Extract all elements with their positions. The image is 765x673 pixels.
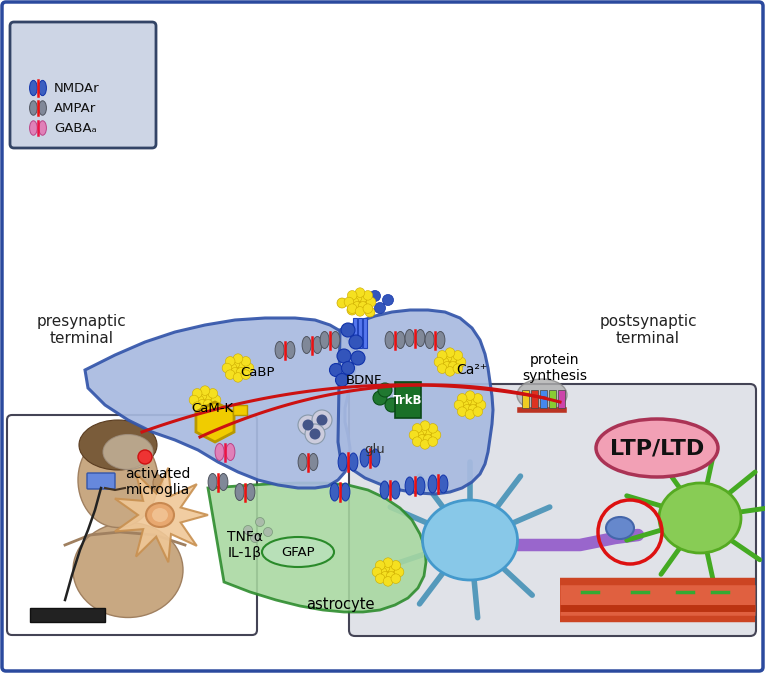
Ellipse shape xyxy=(330,483,339,501)
Circle shape xyxy=(256,518,265,526)
Ellipse shape xyxy=(30,101,37,115)
Ellipse shape xyxy=(380,481,389,499)
Circle shape xyxy=(241,370,251,380)
Ellipse shape xyxy=(439,475,448,493)
Text: Ca²⁺: Ca²⁺ xyxy=(457,363,487,377)
Circle shape xyxy=(211,395,221,404)
Ellipse shape xyxy=(78,433,158,528)
Text: activated
microglia: activated microglia xyxy=(125,467,190,497)
Circle shape xyxy=(349,335,363,349)
Circle shape xyxy=(305,424,325,444)
Circle shape xyxy=(363,304,373,314)
Circle shape xyxy=(456,357,466,367)
Ellipse shape xyxy=(425,332,434,349)
Ellipse shape xyxy=(286,341,295,359)
Text: presynaptic
terminal: presynaptic terminal xyxy=(37,314,127,346)
Circle shape xyxy=(263,528,272,536)
Circle shape xyxy=(462,404,472,414)
Ellipse shape xyxy=(146,503,174,527)
Ellipse shape xyxy=(385,332,394,349)
Circle shape xyxy=(363,291,373,300)
Circle shape xyxy=(372,567,382,577)
Circle shape xyxy=(448,361,457,371)
Polygon shape xyxy=(115,468,208,562)
Circle shape xyxy=(208,388,217,398)
Circle shape xyxy=(420,430,430,439)
Circle shape xyxy=(468,396,478,405)
Circle shape xyxy=(391,574,401,583)
Circle shape xyxy=(355,307,365,316)
Circle shape xyxy=(352,302,362,311)
Ellipse shape xyxy=(73,522,183,618)
Ellipse shape xyxy=(428,475,437,493)
Circle shape xyxy=(241,357,251,366)
Circle shape xyxy=(330,363,343,376)
Text: AMPAr: AMPAr xyxy=(54,102,96,114)
Circle shape xyxy=(222,363,232,373)
Circle shape xyxy=(477,400,486,410)
Text: CaM-K: CaM-K xyxy=(191,402,233,415)
Circle shape xyxy=(347,305,357,315)
Ellipse shape xyxy=(262,537,334,567)
Ellipse shape xyxy=(39,101,47,115)
Circle shape xyxy=(473,394,483,403)
Circle shape xyxy=(468,404,478,414)
Ellipse shape xyxy=(246,483,255,501)
Bar xyxy=(358,318,362,348)
Circle shape xyxy=(445,367,455,376)
Bar xyxy=(395,382,421,418)
Ellipse shape xyxy=(313,336,322,353)
Circle shape xyxy=(448,353,457,363)
Circle shape xyxy=(233,354,243,363)
Bar xyxy=(558,390,565,408)
Text: protein
synthesis: protein synthesis xyxy=(522,353,588,383)
Circle shape xyxy=(365,307,375,317)
Circle shape xyxy=(208,402,217,411)
Circle shape xyxy=(386,571,396,581)
Circle shape xyxy=(310,429,321,439)
Ellipse shape xyxy=(235,483,244,501)
Text: GFAP: GFAP xyxy=(282,546,315,559)
Circle shape xyxy=(376,574,385,583)
Polygon shape xyxy=(196,402,234,442)
FancyBboxPatch shape xyxy=(10,22,156,148)
Circle shape xyxy=(347,291,357,300)
Ellipse shape xyxy=(396,332,405,349)
Text: postsynaptic
terminal: postsynaptic terminal xyxy=(599,314,697,346)
Ellipse shape xyxy=(208,474,217,491)
Ellipse shape xyxy=(338,453,347,471)
Circle shape xyxy=(366,297,376,307)
Ellipse shape xyxy=(331,332,340,349)
Bar xyxy=(522,390,529,408)
Circle shape xyxy=(227,363,237,373)
Circle shape xyxy=(420,421,430,431)
Circle shape xyxy=(438,364,447,374)
Circle shape xyxy=(230,367,239,377)
Bar xyxy=(363,318,367,348)
Text: TNFα
IL-1β: TNFα IL-1β xyxy=(227,530,263,560)
Bar xyxy=(30,608,105,622)
Ellipse shape xyxy=(215,444,224,460)
Circle shape xyxy=(200,386,210,396)
Circle shape xyxy=(206,395,216,404)
Circle shape xyxy=(383,558,392,567)
Circle shape xyxy=(377,567,387,577)
Ellipse shape xyxy=(360,449,369,467)
Polygon shape xyxy=(338,310,493,494)
Circle shape xyxy=(457,394,467,403)
Ellipse shape xyxy=(219,474,228,491)
Ellipse shape xyxy=(606,517,634,539)
Circle shape xyxy=(312,410,332,430)
Circle shape xyxy=(376,561,385,570)
Circle shape xyxy=(420,439,430,449)
Circle shape xyxy=(415,430,424,439)
Ellipse shape xyxy=(275,341,284,359)
Bar xyxy=(540,390,547,408)
Circle shape xyxy=(358,302,368,311)
Circle shape xyxy=(203,391,213,400)
Ellipse shape xyxy=(659,483,741,553)
Circle shape xyxy=(192,388,202,398)
Text: LTP/LTD: LTP/LTD xyxy=(610,438,704,458)
Circle shape xyxy=(192,402,202,411)
